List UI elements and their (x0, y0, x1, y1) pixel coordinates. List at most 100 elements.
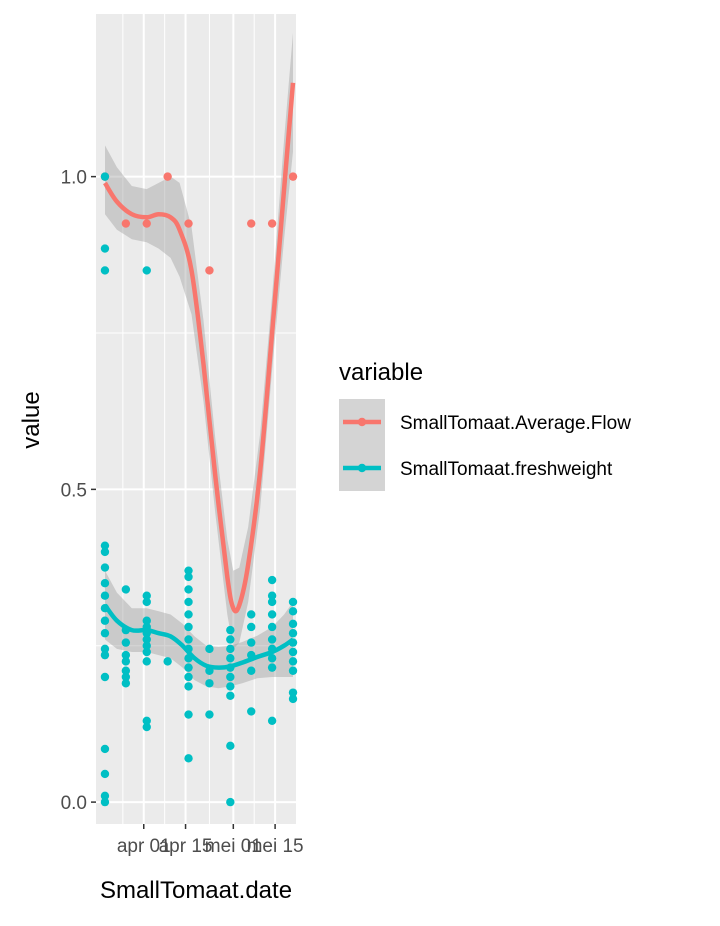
data-point-series-2 (288, 597, 298, 607)
data-point-series-2 (184, 610, 193, 619)
y-tick-label: 1.0 (61, 168, 87, 189)
data-point-series-2 (288, 619, 298, 629)
data-point-series-2 (142, 591, 151, 600)
data-point-series-1 (142, 219, 151, 228)
data-point-series-2 (288, 688, 298, 697)
data-point-series-2 (288, 647, 298, 657)
plot-panel (96, 14, 296, 824)
y-tick-label: 0.0 (61, 793, 87, 814)
data-point-series-2 (226, 654, 235, 663)
data-point-series-2 (288, 666, 298, 675)
data-point-series-2 (100, 744, 110, 754)
smooth-line-series-2 (103, 603, 295, 670)
y-tick-label: 0.5 (61, 480, 87, 501)
data-point-series-2 (184, 672, 193, 682)
data-point-series-2 (184, 572, 193, 582)
data-point-series-2 (142, 641, 151, 650)
smooth-line-series-1 (103, 82, 296, 614)
data-point-series-2 (142, 722, 151, 732)
data-point-series-2 (247, 622, 256, 632)
data-point-series-2 (247, 707, 256, 716)
data-point-series-2 (100, 578, 110, 588)
data-point-series-1 (267, 219, 277, 228)
data-point-series-2 (267, 654, 277, 663)
data-point-series-2 (247, 666, 256, 675)
data-point-series-2 (267, 635, 277, 644)
data-point-series-2 (142, 635, 151, 644)
legend-key-point (357, 463, 367, 473)
data-point-series-2 (100, 563, 110, 572)
data-point-series-2 (121, 657, 131, 666)
data-point-series-2 (267, 597, 277, 607)
data-point-series-2 (267, 591, 277, 600)
data-point-series-2 (100, 547, 110, 557)
data-point-series-2 (100, 629, 110, 638)
data-point-series-2 (226, 672, 235, 682)
data-point-series-2 (226, 691, 235, 700)
x-tick-label: apr 01 (117, 836, 171, 857)
data-point-series-2 (142, 657, 151, 666)
data-point-series-1 (205, 266, 214, 275)
data-point-series-2 (226, 741, 235, 751)
data-point-series-2 (226, 682, 235, 691)
data-point-series-2 (247, 638, 256, 647)
data-point-series-2 (184, 566, 193, 575)
data-point-series-2 (121, 585, 131, 594)
data-point-series-1 (184, 219, 193, 228)
data-point-series-2 (184, 754, 193, 763)
data-point-series-2 (184, 585, 193, 594)
legend-key-point (357, 417, 367, 427)
data-point-series-2 (184, 682, 193, 691)
data-point-series-2 (226, 644, 235, 654)
x-tick-label: apr 15 (159, 836, 213, 857)
data-point-series-2 (121, 666, 131, 675)
data-point-series-2 (226, 625, 235, 635)
x-tick-label: mei 01 (205, 836, 262, 857)
legend: variable SmallTomaat.Average.FlowSmallTo… (339, 359, 631, 491)
legend-label: SmallTomaat.freshweight (400, 459, 613, 480)
data-point-series-2 (142, 716, 151, 725)
data-point-series-2 (226, 797, 235, 807)
data-point-series-2 (121, 638, 131, 647)
data-point-series-2 (267, 622, 277, 632)
data-point-series-2 (100, 541, 110, 550)
data-point-series-2 (288, 629, 298, 638)
data-point-series-2 (267, 663, 277, 672)
data-point-series-2 (205, 679, 214, 688)
data-point-series-2 (100, 591, 110, 600)
legend-items: SmallTomaat.Average.Flow SmallTomaat.fres… (339, 399, 631, 491)
legend-title: variable (339, 359, 423, 386)
data-point-series-2 (247, 610, 256, 619)
data-point-series-2 (184, 597, 193, 607)
x-tick-label: mei 15 (247, 836, 304, 857)
data-point-series-2 (163, 657, 172, 666)
data-point-series-2 (121, 650, 131, 660)
data-point-series-2 (100, 672, 110, 682)
data-point-series-2 (100, 797, 110, 807)
data-point-series-2 (100, 769, 110, 779)
data-point-series-2 (267, 610, 277, 619)
data-point-series-2 (100, 244, 110, 253)
data-point-series-1 (288, 172, 298, 181)
data-point-series-2 (288, 607, 298, 616)
legend-label: SmallTomaat.Average.Flow (400, 413, 631, 434)
data-point-series-2 (205, 710, 214, 719)
data-point-series-2 (142, 597, 151, 607)
data-point-series-2 (288, 657, 298, 666)
data-point-series-2 (205, 644, 214, 654)
data-point-series-2 (184, 635, 193, 644)
data-point-series-2 (100, 266, 110, 275)
data-point-series-2 (142, 616, 151, 625)
data-point-series-2 (184, 622, 193, 632)
data-point-series-2 (288, 694, 298, 704)
data-point-series-1 (163, 172, 172, 181)
data-point-series-2 (267, 716, 277, 725)
data-point-series-2 (121, 672, 131, 682)
data-point-series-1 (121, 219, 131, 228)
x-axis-title: SmallTomaat.date (100, 877, 292, 904)
data-points (100, 172, 298, 807)
smooth-lines (103, 82, 296, 670)
data-point-series-2 (100, 650, 110, 660)
